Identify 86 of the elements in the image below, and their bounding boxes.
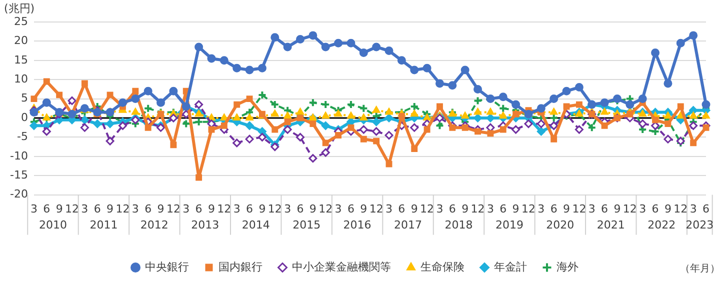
x-tick-label: 9 (106, 202, 114, 216)
text: 2022 (648, 218, 676, 232)
y-tick-label: 25 (14, 14, 28, 28)
text: 2012 (140, 218, 168, 232)
x-tick-label: 9 (664, 202, 672, 216)
x-tick-label: 3 (233, 202, 240, 216)
y-tick-label: -20 (10, 188, 28, 201)
x-tick-label: 6 (550, 202, 558, 216)
x-tick-label: 6 (448, 202, 456, 216)
x-tick-label: 3 (334, 202, 342, 216)
legend-label: 生命保険 (420, 260, 464, 274)
text: 2015 (292, 218, 321, 232)
x-tick-label: 3 (132, 202, 139, 216)
y-tick-label: 15 (14, 53, 28, 66)
x-tick-label: 9 (309, 202, 316, 216)
x-tick-label: 12 (622, 202, 637, 216)
x-tick-label: 3 (30, 202, 38, 216)
x-tick-label: 12 (369, 202, 384, 216)
y-tick-label: -15 (10, 168, 28, 182)
x-tick-label: 12 (116, 202, 130, 216)
legend-label: 中小企業金融機関等 (292, 260, 391, 274)
x-tick-label: 6 (296, 202, 304, 216)
x-tick-label: 9 (258, 202, 266, 216)
text: 2023 (686, 218, 714, 232)
x-tick-label: 6 (702, 202, 710, 216)
text: 2014 (242, 218, 270, 232)
x-tick-label: 3 (639, 202, 646, 216)
text: 2020 (546, 218, 574, 232)
y-tick-label: 0 (20, 110, 28, 124)
x-tick-label: 3 (588, 202, 596, 216)
text: 2016 (343, 218, 372, 232)
x-tick-label: 3 (436, 202, 444, 216)
text: 2011 (90, 218, 118, 232)
x-tick-label: 6 (652, 202, 659, 216)
x-tick-label: 6 (398, 202, 406, 216)
x-tick-label: 6 (94, 202, 101, 216)
x-tick-label: 3 (81, 202, 88, 216)
x-tick-label: 12 (268, 202, 282, 216)
x-tick-label: 6 (43, 202, 50, 216)
y-tick-label: -10 (10, 149, 28, 162)
x-tick-label: 3 (386, 202, 393, 216)
x-tick-label: 9 (410, 202, 418, 216)
x-tick-label: 6 (195, 202, 202, 216)
x-tick-label: 3 (690, 202, 697, 216)
x-tick-label: 9 (360, 202, 368, 216)
text: 2017 (394, 218, 422, 232)
x-tick-label: 12 (166, 202, 180, 216)
x-tick-label: 3 (284, 202, 292, 216)
x-tick-label: 9 (614, 202, 621, 216)
y-tick-label: 5 (20, 92, 28, 105)
x-tick-label: 6 (347, 202, 354, 216)
x-tick-label: 9 (563, 202, 570, 216)
x-tick-label: 6 (246, 202, 254, 216)
text: 2019 (495, 218, 524, 232)
text: 2010 (38, 218, 67, 232)
x-tick-label: 12 (572, 202, 586, 216)
x-tick-label: 6 (500, 202, 507, 216)
text: 2021 (596, 218, 625, 232)
legend-label: 年金計 (494, 260, 527, 274)
x-tick-label: 6 (601, 202, 608, 216)
x-tick-label: 12 (65, 202, 80, 216)
x-tick-label: 3 (182, 202, 190, 216)
x-tick-label: 12 (470, 202, 485, 216)
x-axis-title: （年月） (680, 262, 720, 275)
x-tick-label: 12 (674, 202, 688, 216)
text: 2018 (444, 218, 473, 232)
y-tick-label: 20 (14, 34, 28, 48)
legend-label: 国内銀行 (218, 260, 262, 274)
x-tick-label: 12 (420, 202, 434, 216)
x-tick-label: 9 (208, 202, 215, 216)
legend-label: 海外 (556, 260, 578, 274)
text: 2013 (191, 218, 220, 232)
y-tick-label: -5 (17, 130, 28, 144)
x-tick-label: 12 (217, 202, 232, 216)
y-tick-label: 10 (14, 72, 28, 86)
x-tick-label: 12 (521, 202, 536, 216)
x-tick-label: 9 (462, 202, 469, 216)
x-tick-label: 9 (157, 202, 164, 216)
x-tick-label: 9 (512, 202, 520, 216)
y-axis-title: (兆円) (4, 2, 35, 15)
x-tick-label: 6 (144, 202, 152, 216)
legend-label: 中央銀行 (145, 260, 189, 274)
x-tick-label: 9 (56, 202, 63, 216)
x-tick-label: 3 (538, 202, 545, 216)
x-tick-label: 12 (318, 202, 333, 216)
x-tick-label: 3 (486, 202, 494, 216)
